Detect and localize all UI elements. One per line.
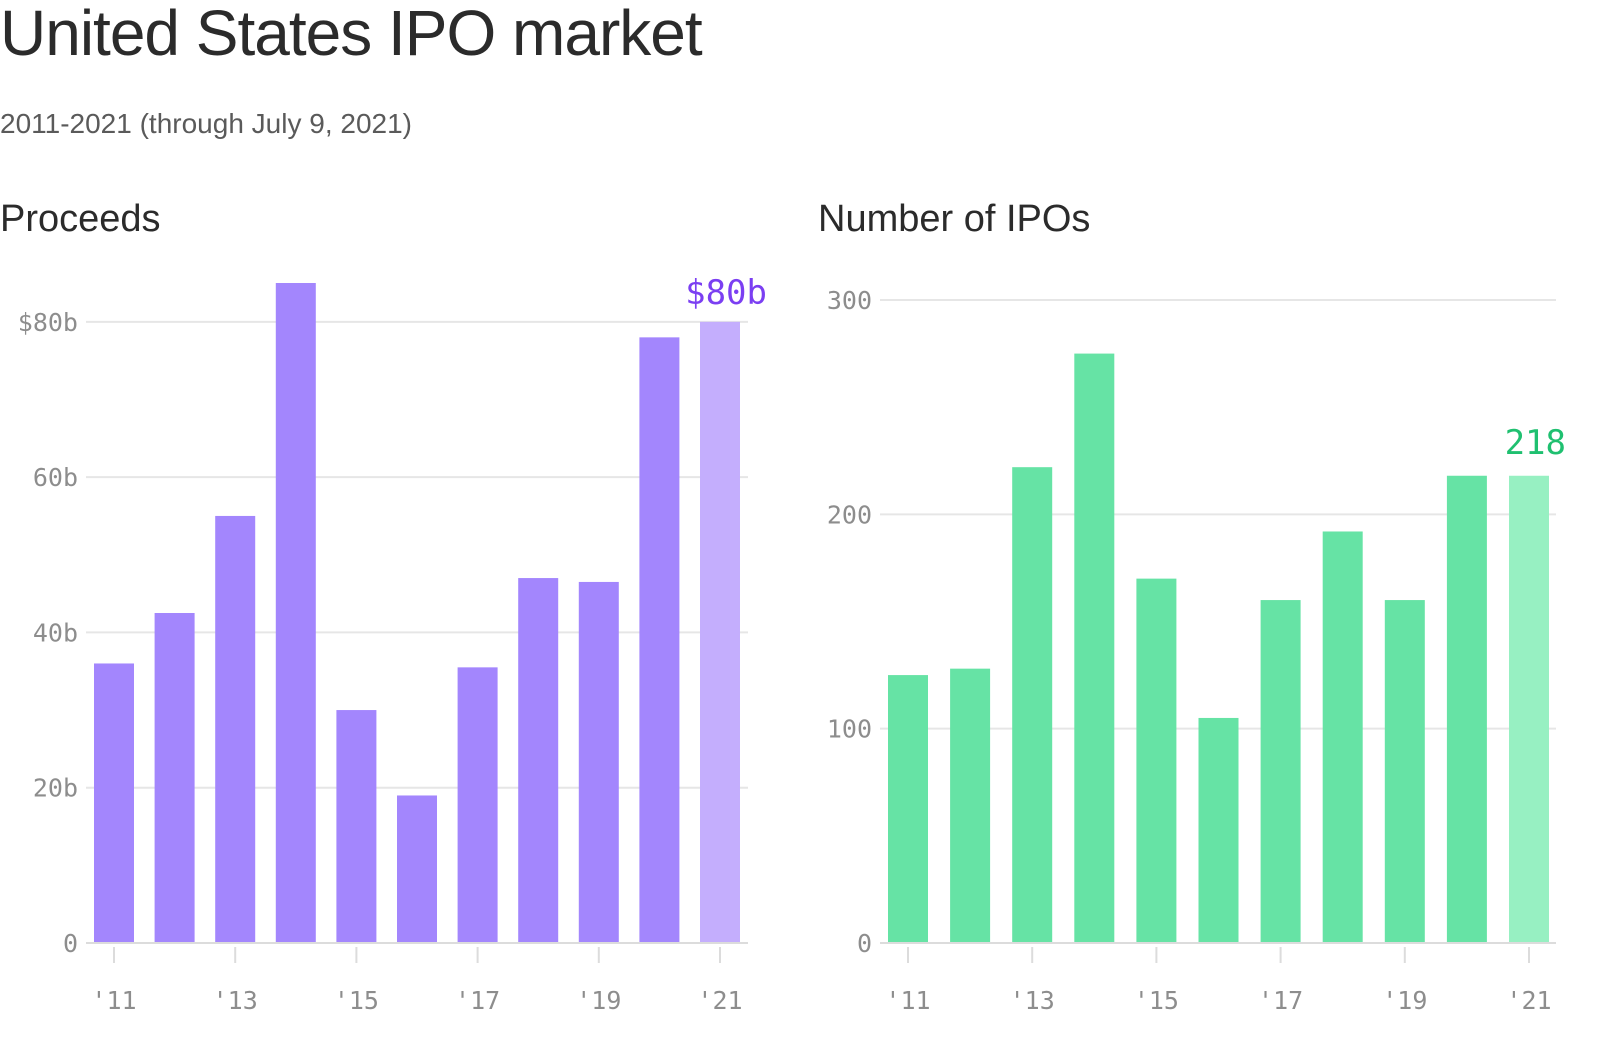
bar-2013 — [215, 515, 256, 943]
x-tick-label: '15 — [1134, 986, 1179, 1015]
y-tick-label: 100 — [827, 715, 872, 744]
x-tick-label: '21 — [1506, 986, 1551, 1015]
bar-2012 — [950, 668, 991, 943]
x-tick-label: '17 — [455, 986, 500, 1015]
x-tick-label: '19 — [1382, 986, 1427, 1015]
ipos-panel-title: Number of IPOs — [818, 198, 1091, 240]
y-tick-label: 0 — [63, 929, 78, 958]
bar-2018 — [1322, 531, 1363, 943]
bar-2017 — [457, 667, 498, 943]
bar-2015 — [1136, 578, 1177, 943]
bar-2020 — [1446, 475, 1487, 943]
highlight-value-label: 218 — [1505, 423, 1566, 463]
bar-2021 — [1509, 475, 1549, 943]
y-tick-label: 60b — [33, 463, 78, 492]
x-tick-label: '13 — [213, 986, 258, 1015]
bar-2018 — [518, 578, 559, 943]
bar-2012 — [154, 613, 195, 943]
bar-2016 — [397, 795, 437, 943]
bar-2011 — [94, 663, 134, 943]
y-tick-label: 20b — [33, 774, 78, 803]
y-tick-label: 300 — [827, 286, 872, 315]
bar-2019 — [1384, 600, 1425, 943]
proceeds-bar-chart: 0 20b 40b 60b $80b '11 '13 '15 '17 '19 '21 $80b — [18, 273, 767, 1015]
y-tick-label: $80b — [18, 308, 78, 337]
chart-title: United States IPO market — [0, 0, 703, 69]
bar-2011 — [888, 675, 928, 943]
bar-2014 — [1074, 353, 1115, 943]
proceeds-panel-title: Proceeds — [0, 198, 161, 240]
x-tick-label: '11 — [885, 986, 930, 1015]
bar-2015 — [336, 710, 377, 943]
bar-2016 — [1198, 717, 1239, 943]
x-tick-label: '11 — [91, 986, 136, 1015]
chart-subtitle: 2011-2021 (through July 9, 2021) — [0, 108, 412, 139]
x-tick-label: '13 — [1010, 986, 1055, 1015]
x-tick-label: '17 — [1258, 986, 1303, 1015]
bar-2017 — [1260, 600, 1301, 943]
y-tick-label: 40b — [33, 618, 78, 647]
x-tick-label: '21 — [697, 986, 742, 1015]
highlight-value-label: $80b — [685, 273, 767, 313]
bar-2014 — [275, 283, 316, 943]
y-tick-label: 0 — [857, 929, 872, 958]
y-tick-label: 200 — [827, 500, 872, 529]
x-tick-label: '15 — [334, 986, 379, 1015]
bar-2019 — [578, 581, 619, 943]
x-tick-label: '19 — [576, 986, 621, 1015]
bar-2013 — [1012, 467, 1053, 943]
bar-2020 — [639, 337, 680, 944]
bar-2021 — [700, 321, 740, 944]
